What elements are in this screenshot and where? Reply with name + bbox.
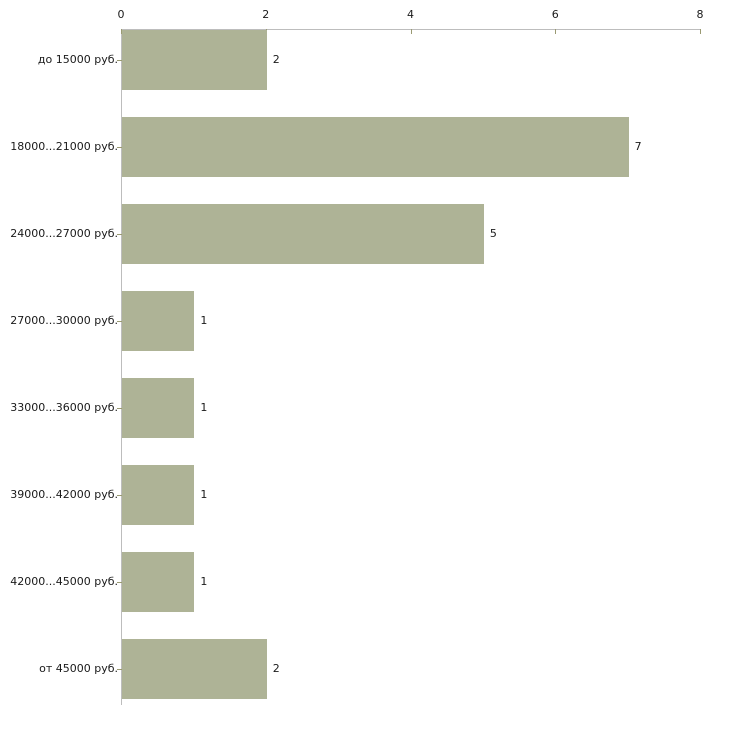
bar-value-label: 7 [634, 140, 642, 153]
category-label: 18000...21000 руб. [10, 140, 118, 153]
bar [122, 204, 484, 264]
bar [122, 465, 195, 525]
y-axis-tick [117, 147, 122, 148]
y-axis-tick [117, 408, 122, 409]
x-axis-tick [121, 29, 122, 34]
category-label: до 15000 руб. [37, 53, 118, 66]
bar-value-label: 1 [200, 488, 208, 501]
category-label: от 45000 руб. [39, 662, 118, 675]
x-axis-tick-label: 2 [262, 8, 270, 21]
y-axis-tick [117, 669, 122, 670]
category-label: 33000...36000 руб. [10, 401, 118, 414]
x-axis-tick-label: 0 [117, 8, 125, 21]
category-label: 24000...27000 руб. [10, 227, 118, 240]
y-axis-tick [117, 321, 122, 322]
bar-value-label: 1 [200, 401, 208, 414]
bar-value-label: 2 [272, 662, 280, 675]
y-axis-line [121, 29, 122, 705]
y-axis-tick [117, 234, 122, 235]
bar-value-label: 2 [272, 53, 280, 66]
x-axis-tick [410, 29, 412, 34]
y-axis-tick [117, 495, 122, 496]
bar-value-label: 1 [200, 314, 208, 327]
bar [122, 30, 267, 90]
y-axis-tick [117, 582, 122, 583]
category-label: 42000...45000 руб. [10, 575, 118, 588]
bar [122, 552, 195, 612]
bar-value-label: 1 [200, 575, 208, 588]
bar [122, 117, 629, 177]
bar [122, 639, 267, 699]
bar [122, 291, 195, 351]
x-axis-tick-label: 4 [407, 8, 414, 21]
x-axis-tick-label: 8 [696, 8, 704, 21]
bar-value-label: 5 [489, 227, 497, 240]
x-axis-tick [700, 29, 701, 34]
bar [122, 378, 195, 438]
x-axis-tick-label: 6 [551, 8, 559, 21]
x-axis-tick [555, 29, 557, 34]
category-label: 39000...42000 руб. [10, 488, 118, 501]
category-label: 27000...30000 руб. [10, 314, 118, 327]
y-axis-tick [117, 60, 122, 61]
